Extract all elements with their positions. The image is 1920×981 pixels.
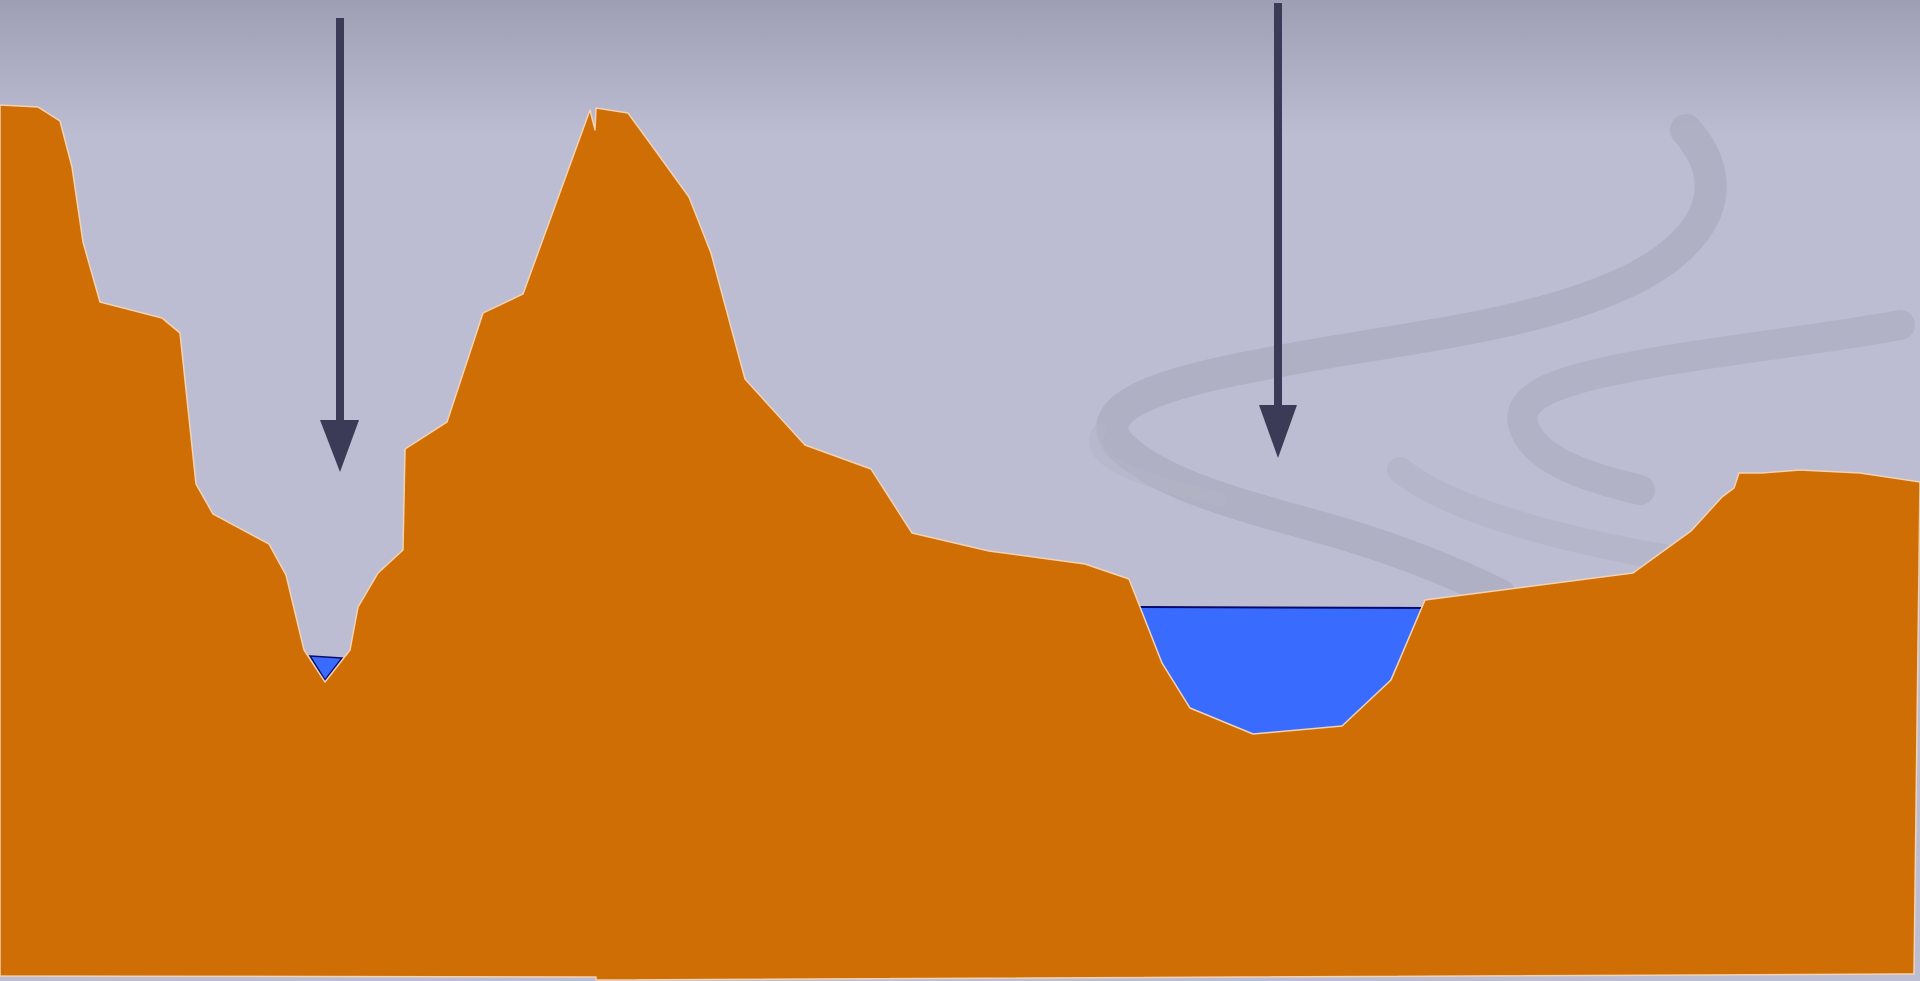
water-surface	[1137, 606, 1423, 609]
down-arrow-icon	[320, 18, 359, 472]
water-pool	[308, 655, 344, 682]
wind-swirls	[1089, 114, 1915, 611]
wind-swirl	[1096, 114, 1727, 611]
wind-swirl	[1387, 457, 1693, 573]
down-arrow-icon	[1259, 3, 1297, 458]
wind-swirl	[1507, 310, 1915, 505]
wind-swirl	[1089, 423, 1227, 507]
water-lake	[1138, 607, 1422, 734]
mountain-terrain	[0, 104, 1920, 981]
